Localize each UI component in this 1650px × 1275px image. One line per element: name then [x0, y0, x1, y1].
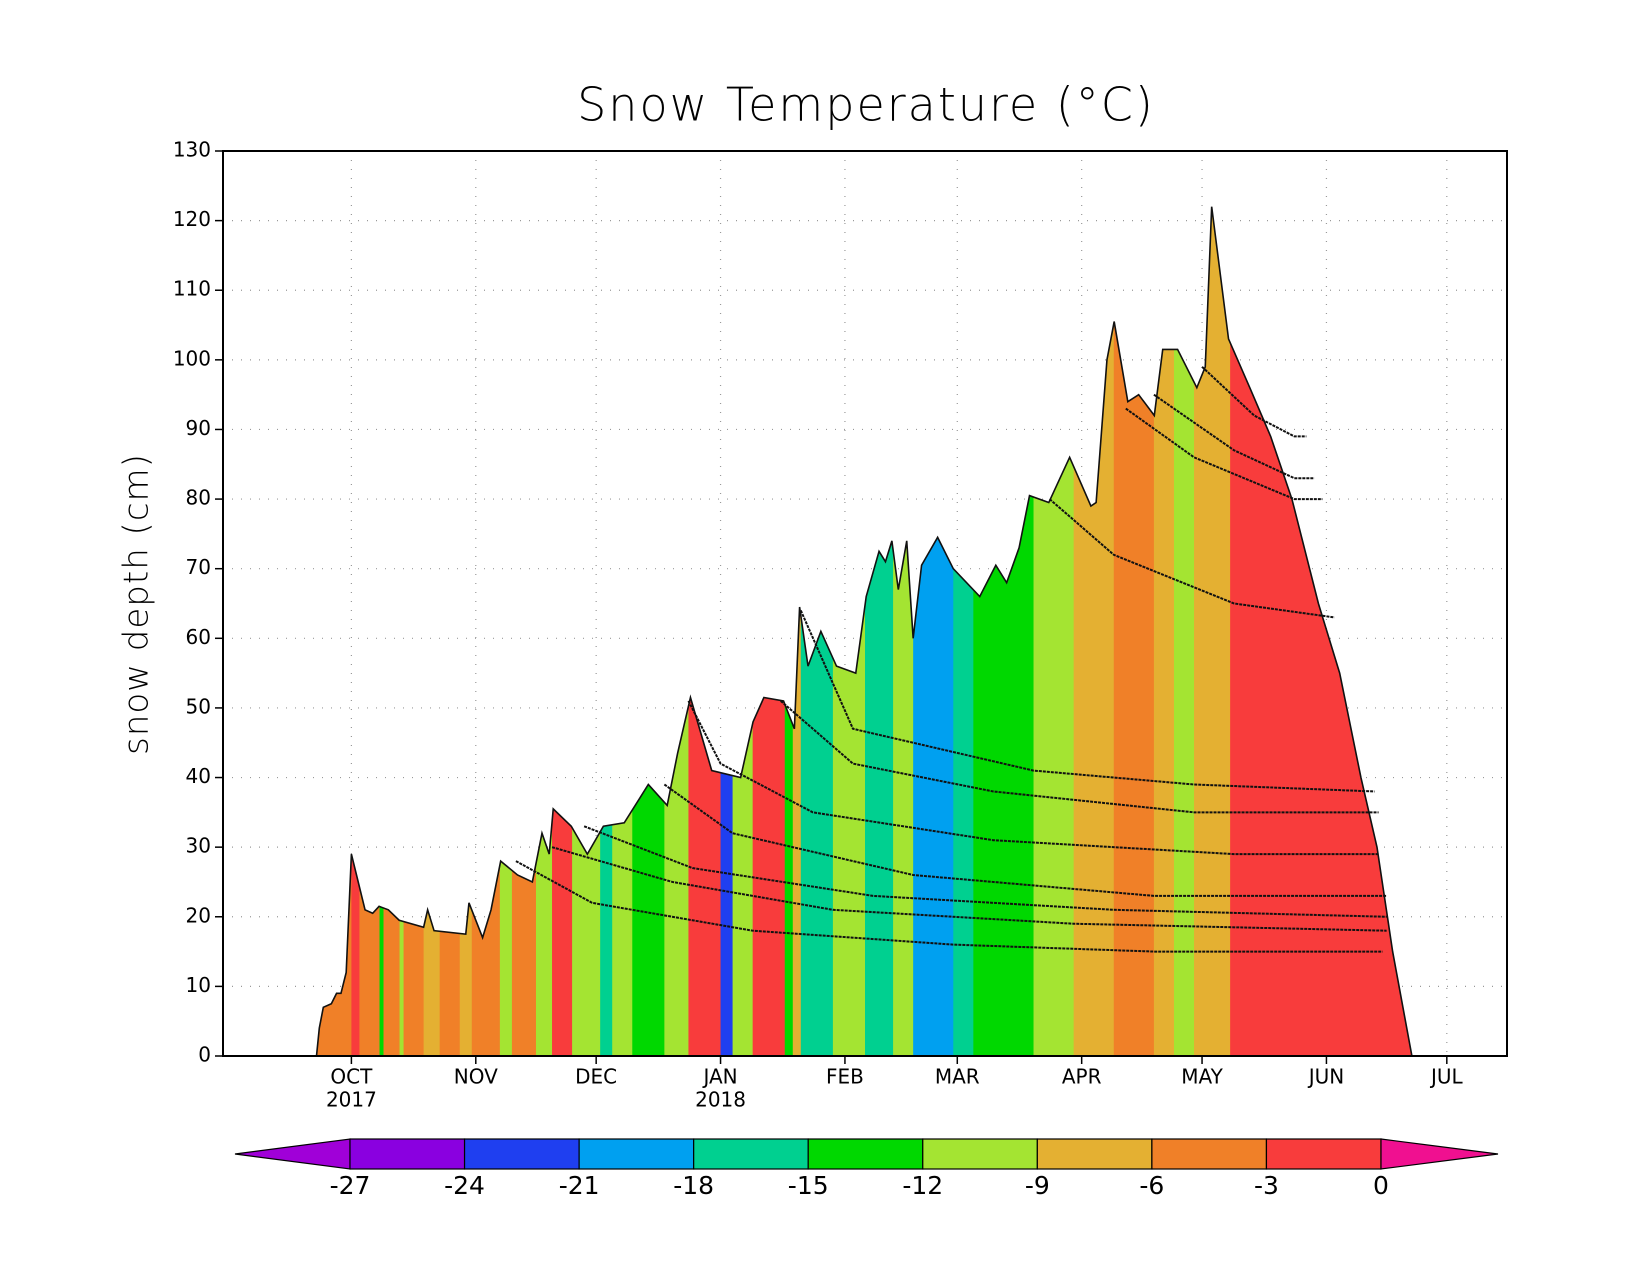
colorbar-label: -6 [1139, 1171, 1164, 1200]
x-year-label: 2018 [695, 1088, 746, 1112]
temperature-stripe [752, 206, 786, 1056]
colorbar-label: -15 [788, 1171, 829, 1200]
x-tick-label: NOV [454, 1065, 498, 1089]
colorbar-label: -9 [1025, 1171, 1050, 1200]
temperature-stripe [832, 206, 866, 1056]
layer-line [583, 825, 1387, 918]
colorbar-box [349, 1138, 466, 1170]
x-tick-label: JUN [1307, 1065, 1345, 1089]
colorbar-box [922, 1138, 1038, 1170]
colorbar-label: -12 [902, 1171, 943, 1200]
x-tick-label: MAY [1181, 1065, 1223, 1089]
x-tick-label: JUL [1429, 1065, 1464, 1089]
colorbar-label: -3 [1254, 1171, 1279, 1200]
temperature-stripe [953, 206, 974, 1056]
y-tick-label: 0 [198, 1043, 211, 1067]
temperature-stripe [316, 206, 352, 1056]
layer-line [799, 610, 1375, 793]
temperature-stripe [383, 206, 401, 1056]
plot-frame [222, 150, 1508, 1057]
colorbar-over [1380, 1138, 1499, 1170]
temperature-stripe [423, 206, 441, 1056]
temperature-stripe [351, 206, 360, 1056]
y-tick-label: 80 [186, 486, 211, 510]
temperature-stripe [403, 206, 425, 1056]
layer-line [1201, 366, 1307, 438]
colorbar-label: 0 [1373, 1171, 1389, 1200]
temperature-stripe [612, 206, 633, 1056]
layer-line [780, 700, 1379, 814]
temperature-stripe [552, 206, 573, 1056]
chart-title: Snow Temperature (°C) [577, 78, 1155, 132]
temperature-stripe [664, 206, 689, 1056]
colorbar-box [1036, 1138, 1153, 1170]
y-tick-label: 10 [186, 973, 211, 997]
x-tick-label: MAR [935, 1065, 980, 1089]
layer-line [1153, 393, 1315, 480]
y-tick-label: 120 [173, 207, 211, 231]
colorbar-box [1151, 1138, 1268, 1170]
temperature-stripe [1194, 206, 1231, 1056]
x-tick-label: JAN [701, 1065, 737, 1089]
layer-line [687, 700, 1379, 856]
y-tick-label: 20 [186, 903, 211, 927]
temperature-stripe [535, 206, 553, 1056]
temperature-stripe [359, 206, 380, 1056]
layer-line [515, 860, 1383, 953]
colorbar-under [234, 1138, 351, 1170]
layer-line [663, 783, 1387, 897]
x-tick-label: APR [1062, 1065, 1102, 1089]
temperature-stripe [720, 206, 734, 1056]
layer-line [551, 846, 1387, 932]
y-tick-label: 40 [186, 764, 211, 788]
y-tick-label: 110 [173, 277, 211, 301]
colorbar-label: -24 [444, 1171, 485, 1200]
y-tick-label: 60 [186, 625, 211, 649]
colorbar-label: -21 [559, 1171, 600, 1200]
y-tick-label: 100 [173, 346, 211, 370]
y-axis-label: snow depth (cm) [117, 453, 157, 755]
temperature-stripe [1173, 206, 1195, 1056]
colorbar-label: -18 [673, 1171, 714, 1200]
temperature-stripe [792, 206, 802, 1056]
colorbar-box [1265, 1138, 1382, 1170]
y-tick-label: 90 [186, 416, 211, 440]
x-tick-label: DEC [575, 1065, 617, 1089]
temperature-stripe [459, 206, 473, 1056]
layer-line [1125, 407, 1323, 501]
y-tick-label: 30 [186, 834, 211, 858]
x-tick-label: OCT [330, 1065, 373, 1089]
x-tick-label: FEB [826, 1065, 864, 1089]
colorbar-box [463, 1138, 580, 1170]
temperature-stripe [800, 206, 834, 1056]
temperature-stripe [600, 206, 613, 1056]
temperature-stripe [1153, 206, 1175, 1056]
temperature-stripe [913, 206, 954, 1056]
temperature-stripe [1073, 206, 1115, 1056]
colorbar-box [693, 1138, 809, 1170]
colorbar-box [807, 1138, 924, 1170]
layer-line [1048, 498, 1335, 619]
depth-line [315, 206, 1413, 1057]
y-tick-label: 50 [186, 694, 211, 718]
colorbar-box [578, 1138, 695, 1170]
temperature-stripe [379, 206, 384, 1056]
temperature-stripe [1113, 206, 1155, 1056]
temperature-stripe [511, 206, 537, 1056]
temperature-stripe [784, 206, 794, 1056]
x-year-label: 2017 [326, 1088, 377, 1112]
colorbar-label: -27 [330, 1171, 371, 1200]
y-tick-label: 70 [186, 555, 211, 579]
temperature-stripe [499, 206, 513, 1056]
temperature-stripe [865, 206, 894, 1056]
temperature-stripe [732, 206, 754, 1056]
temperature-stripe [1033, 206, 1075, 1056]
y-tick-label: 130 [173, 138, 211, 162]
temperature-stripe [632, 206, 665, 1056]
temperature-stripe [439, 206, 461, 1056]
